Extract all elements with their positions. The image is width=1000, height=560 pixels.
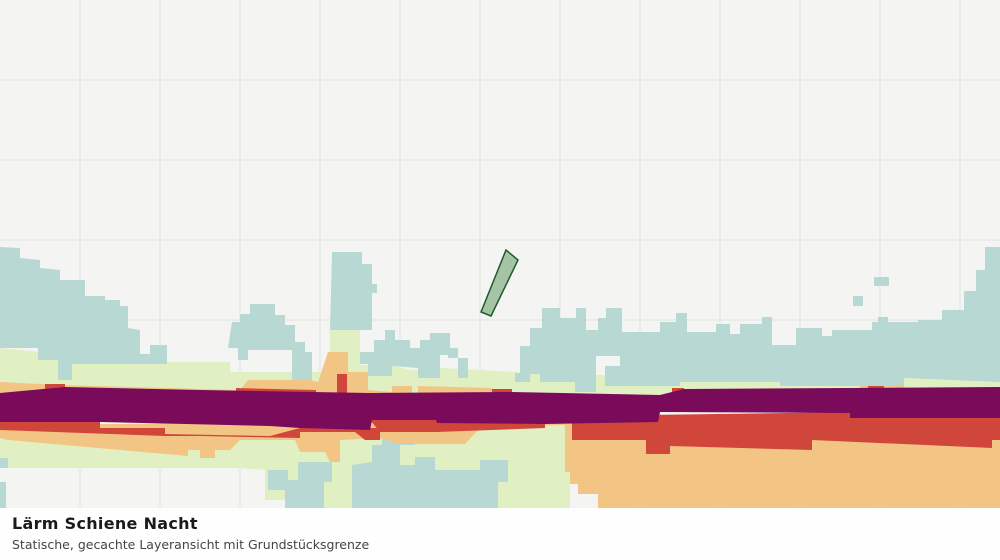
- legend-panel: Lärm Schiene Nacht Statische, gecachte L…: [0, 508, 1000, 560]
- noise-zones: [0, 247, 1000, 508]
- panel-title: Lärm Schiene Nacht: [12, 514, 198, 533]
- panel-subtitle: Statische, gecachte Layeransicht mit Gru…: [12, 537, 370, 552]
- parcel-boundary: [480, 248, 519, 317]
